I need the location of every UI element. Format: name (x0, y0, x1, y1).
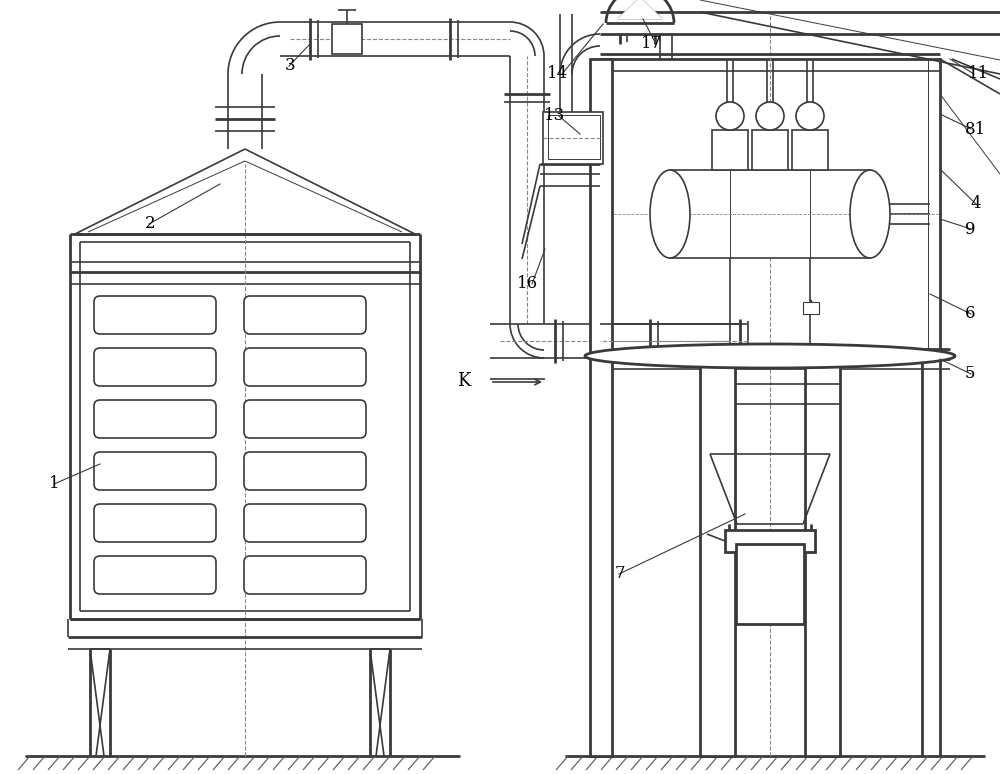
Bar (712, 130, 748, 170)
FancyBboxPatch shape (244, 348, 366, 386)
FancyBboxPatch shape (94, 296, 216, 334)
Polygon shape (618, 0, 662, 19)
Text: 16: 16 (517, 276, 538, 293)
Ellipse shape (585, 344, 955, 368)
Bar (725, 530, 815, 552)
FancyBboxPatch shape (94, 348, 216, 386)
FancyBboxPatch shape (244, 452, 366, 490)
Text: 5: 5 (965, 365, 976, 382)
Text: 17: 17 (641, 36, 662, 53)
Ellipse shape (650, 170, 690, 258)
FancyBboxPatch shape (94, 504, 216, 542)
Text: 9: 9 (965, 221, 976, 238)
FancyBboxPatch shape (244, 296, 366, 334)
Text: 81: 81 (965, 121, 986, 138)
Text: 6: 6 (965, 306, 976, 323)
Bar (600, 59, 940, 354)
Text: 13: 13 (544, 108, 565, 125)
Bar (548, 115, 600, 159)
Bar (332, 24, 362, 54)
Text: 1: 1 (49, 475, 60, 492)
FancyBboxPatch shape (244, 504, 366, 542)
Bar (803, 302, 819, 314)
Text: 2: 2 (144, 215, 155, 232)
Bar (700, 366, 735, 756)
Text: 4: 4 (970, 196, 981, 213)
Text: 3: 3 (284, 57, 295, 74)
Text: 14: 14 (547, 66, 568, 83)
Bar (736, 544, 804, 624)
FancyBboxPatch shape (94, 452, 216, 490)
Bar (752, 130, 788, 170)
FancyBboxPatch shape (244, 400, 366, 438)
FancyBboxPatch shape (94, 556, 216, 594)
Circle shape (716, 102, 744, 130)
Bar (792, 130, 828, 170)
Text: 11: 11 (968, 66, 989, 83)
Bar (805, 366, 840, 756)
Ellipse shape (850, 170, 890, 258)
Bar (543, 112, 603, 164)
Circle shape (796, 102, 824, 130)
Bar (670, 170, 870, 258)
Text: K: K (457, 372, 470, 390)
Circle shape (756, 102, 784, 130)
FancyBboxPatch shape (94, 400, 216, 438)
Bar (590, 59, 612, 756)
Text: 7: 7 (614, 566, 625, 583)
FancyBboxPatch shape (244, 556, 366, 594)
